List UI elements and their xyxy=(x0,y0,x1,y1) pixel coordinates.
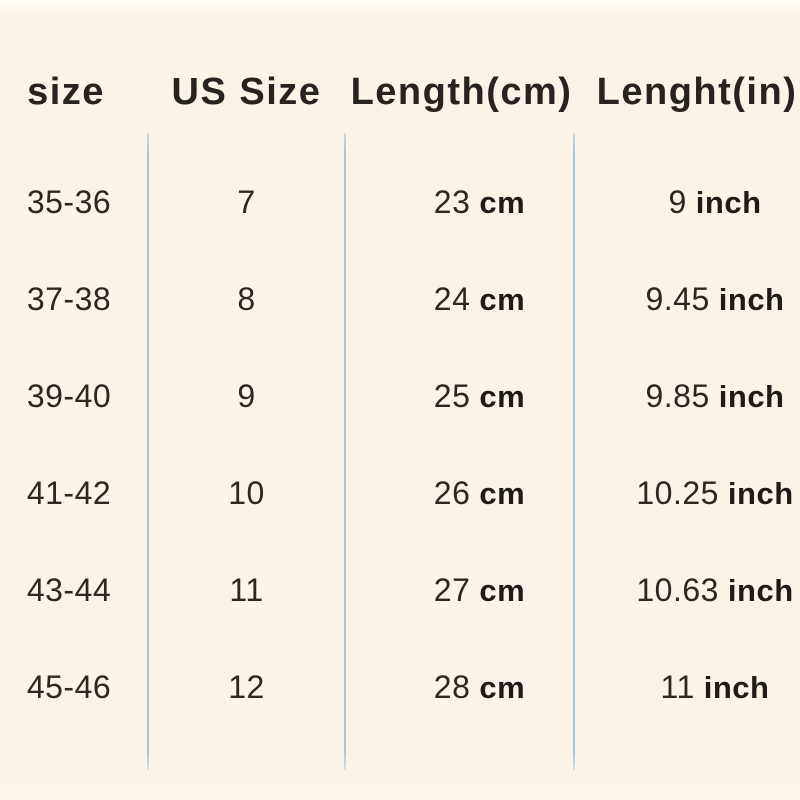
cm-unit-label: cm xyxy=(479,670,526,705)
cell-us-size: 8 xyxy=(237,281,256,317)
header-length-cm: Length(cm) xyxy=(350,70,573,113)
column-divider-3 xyxy=(573,133,575,770)
cell-eu-size: 35-36 xyxy=(26,184,112,220)
cell-length-cm: 25 cm xyxy=(365,378,594,415)
table-row: 37-38 8 24 cm 9.45 inch xyxy=(0,251,800,348)
cell-eu-size: 45-46 xyxy=(26,669,112,705)
inch-unit-label: inch xyxy=(718,379,785,414)
cell-length-cm: 26 cm xyxy=(365,475,594,512)
inch-unit-label: inch xyxy=(695,185,762,220)
cell-length-cm: 23 cm xyxy=(365,184,594,221)
header-size: size xyxy=(27,70,105,113)
length-in-value: 10.63 xyxy=(636,572,719,608)
cell-eu-size: 43-44 xyxy=(26,572,112,608)
header-length-in: Lenght(in) xyxy=(596,70,798,113)
cell-length-in: 9.45 inch xyxy=(602,281,800,318)
cell-eu-size: 41-42 xyxy=(26,475,112,511)
length-cm-value: 28 xyxy=(433,669,471,705)
inch-unit-label: inch xyxy=(727,573,794,608)
cell-length-in: 10.25 inch xyxy=(602,475,800,512)
cell-length-cm: 28 cm xyxy=(365,669,594,706)
inch-unit-label: inch xyxy=(703,670,770,705)
cell-length-in: 9 inch xyxy=(602,184,800,221)
length-cm-value: 27 xyxy=(433,572,471,608)
cm-unit-label: cm xyxy=(479,282,526,317)
header-us-size: US Size xyxy=(171,70,322,113)
cell-us-size: 10 xyxy=(228,475,265,511)
length-in-value: 9 xyxy=(668,184,687,220)
cell-length-cm: 24 cm xyxy=(365,281,594,318)
length-in-value: 9.45 xyxy=(645,281,710,317)
length-cm-value: 24 xyxy=(433,281,471,317)
cell-us-size: 9 xyxy=(237,378,256,414)
table-row: 41-42 10 26 cm 10.25 inch xyxy=(0,445,800,542)
table-row: 45-46 12 28 cm 11 inch xyxy=(0,639,800,736)
cell-eu-size: 39-40 xyxy=(26,378,112,414)
length-in-value: 10.25 xyxy=(636,475,719,511)
table-row: 43-44 11 27 cm 10.63 inch xyxy=(0,542,800,639)
cell-us-size: 11 xyxy=(229,572,264,608)
inch-unit-label: inch xyxy=(727,476,794,511)
cm-unit-label: cm xyxy=(479,573,526,608)
length-in-value: 9.85 xyxy=(645,378,710,414)
header-row: size US Size Length(cm) Lenght(in) xyxy=(0,56,800,128)
length-cm-value: 23 xyxy=(433,184,471,220)
cell-eu-size: 37-38 xyxy=(26,281,112,317)
table-body: 35-36 7 23 cm 9 inch 37-38 8 24 cm 9.45 inch… xyxy=(0,154,800,736)
cm-unit-label: cm xyxy=(479,185,526,220)
column-divider-2 xyxy=(344,133,346,770)
cell-length-in: 10.63 inch xyxy=(602,572,800,609)
length-cm-value: 26 xyxy=(433,475,471,511)
cm-unit-label: cm xyxy=(479,476,526,511)
table-row: 39-40 9 25 cm 9.85 inch xyxy=(0,348,800,445)
cell-us-size: 7 xyxy=(237,184,256,220)
cell-length-in: 11 inch xyxy=(602,669,800,706)
cm-unit-label: cm xyxy=(479,379,526,414)
length-cm-value: 25 xyxy=(433,378,471,414)
column-divider-1 xyxy=(147,133,149,770)
cell-length-in: 9.85 inch xyxy=(602,378,800,415)
table-row: 35-36 7 23 cm 9 inch xyxy=(0,154,800,251)
cell-length-cm: 27 cm xyxy=(365,572,594,609)
cell-us-size: 12 xyxy=(228,669,265,705)
length-in-value: 11 xyxy=(660,669,695,705)
inch-unit-label: inch xyxy=(718,282,785,317)
